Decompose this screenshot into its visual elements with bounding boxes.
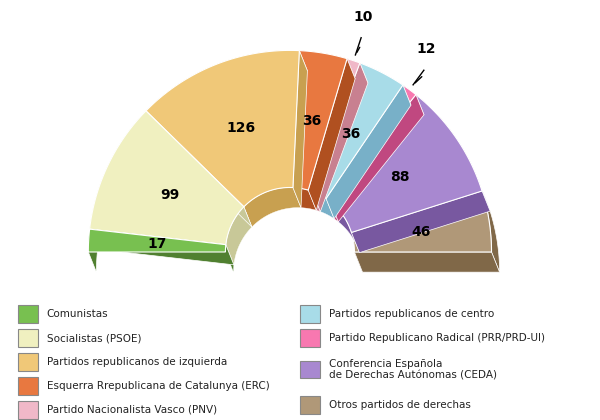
Polygon shape [312,192,334,219]
Polygon shape [146,50,307,131]
Polygon shape [299,51,355,79]
Polygon shape [89,111,154,249]
Text: 46: 46 [412,225,431,239]
Bar [300,361,320,378]
Polygon shape [326,85,416,202]
Polygon shape [226,245,234,272]
Polygon shape [360,63,411,105]
Polygon shape [244,187,301,227]
Bar [18,353,38,371]
Bar [300,305,320,323]
Polygon shape [226,207,252,265]
Polygon shape [352,191,491,252]
Polygon shape [330,202,359,253]
Polygon shape [347,59,368,83]
Bar [18,305,38,323]
Text: Partidos republicanos de centro: Partidos republicanos de centro [329,309,494,319]
Polygon shape [482,191,500,272]
Polygon shape [308,59,360,192]
Text: 17: 17 [148,237,167,252]
Bar [18,401,38,419]
Polygon shape [312,63,403,199]
Text: Esquerra Rrepublicana de Catalunya (ERC): Esquerra Rrepublicana de Catalunya (ERC) [47,381,269,391]
Bar [18,329,38,347]
Polygon shape [312,63,368,212]
Text: 12: 12 [416,42,436,56]
Polygon shape [88,229,226,252]
Text: Partido Republicano Radical (PRR/PRD-UI): Partido Republicano Radical (PRR/PRD-UI) [329,333,545,343]
Polygon shape [330,94,482,233]
Text: 36: 36 [341,127,361,141]
Text: Socialistas (PSOE): Socialistas (PSOE) [47,333,141,343]
Text: Conferencia Española
de Derechas Autónomas (CEDA): Conferencia Española de Derechas Autónom… [329,359,497,381]
Text: 36: 36 [302,114,322,128]
Text: 99: 99 [160,188,179,202]
Text: Partido Nacionalista Vasco (PNV): Partido Nacionalista Vasco (PNV) [47,405,217,415]
Polygon shape [146,111,252,227]
Polygon shape [308,190,320,212]
Polygon shape [352,233,362,272]
Polygon shape [89,229,234,265]
Polygon shape [293,51,307,208]
Polygon shape [330,94,424,222]
Text: Otros partidos de derechas: Otros partidos de derechas [329,400,470,410]
Polygon shape [326,199,338,222]
Polygon shape [308,59,355,210]
Bar [300,396,320,414]
Polygon shape [146,50,299,207]
Polygon shape [352,191,490,253]
Text: 88: 88 [390,170,409,184]
Polygon shape [88,229,98,272]
Bar [18,377,38,395]
Text: 10: 10 [353,10,373,24]
Text: Partidos republicanos de izquierda: Partidos republicanos de izquierda [47,357,227,367]
Polygon shape [355,252,500,272]
Polygon shape [416,94,490,211]
Polygon shape [403,85,424,115]
Text: Comunistas: Comunistas [47,309,108,319]
Polygon shape [326,85,411,219]
Polygon shape [293,188,316,210]
Polygon shape [89,111,244,245]
Polygon shape [293,51,347,190]
Bar [300,329,320,347]
Text: 126: 126 [227,121,256,135]
